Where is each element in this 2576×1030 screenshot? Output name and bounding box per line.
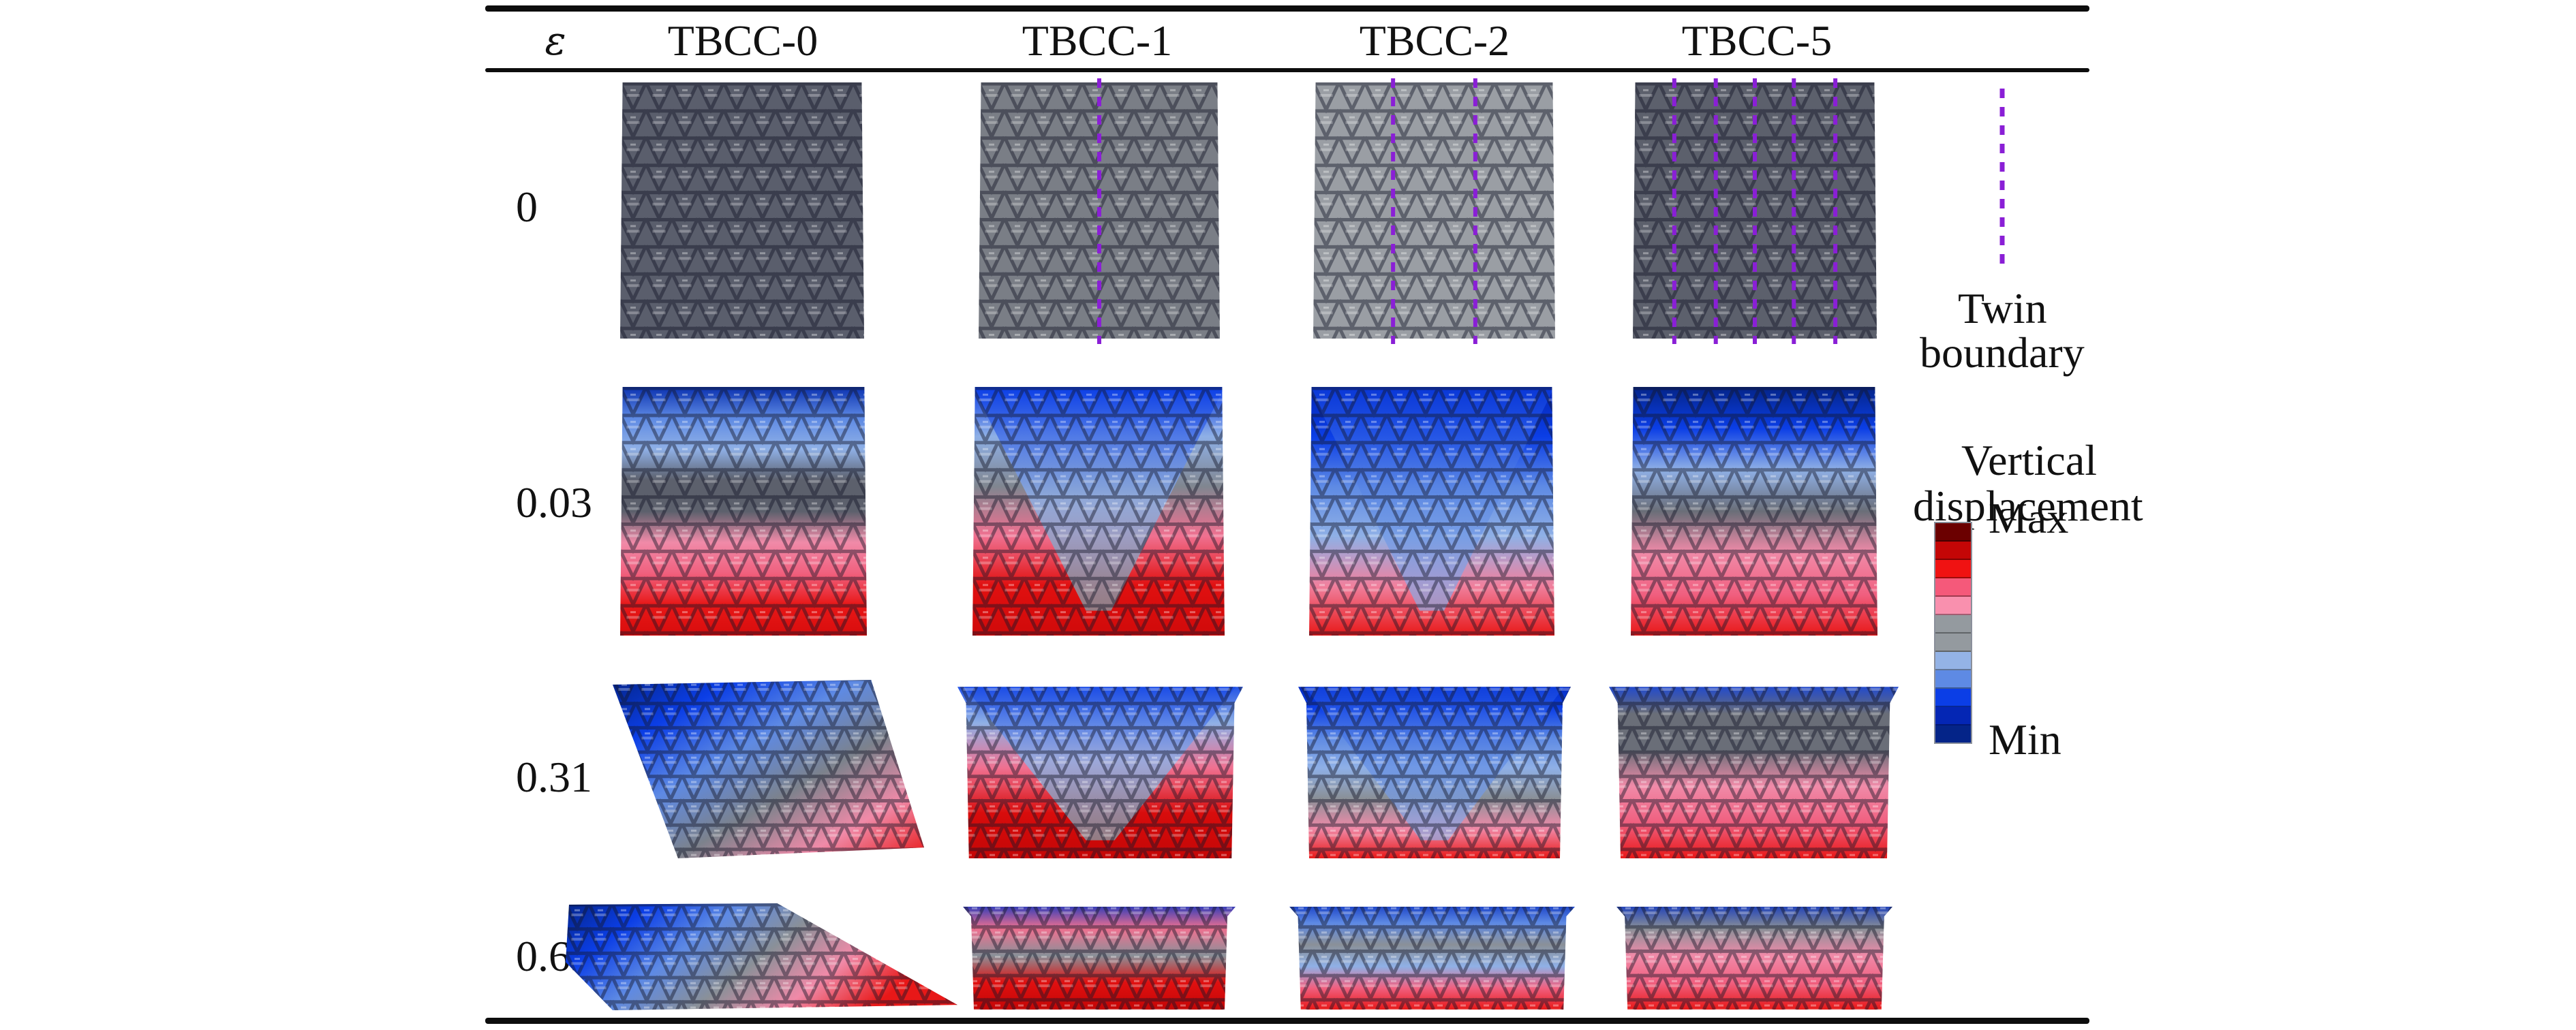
lattice-svg: [620, 387, 867, 636]
colorbar-band: [1935, 707, 1971, 725]
lattice-image: [613, 678, 924, 858]
colorbar-band: [1935, 615, 1971, 634]
table-header-rule: [485, 68, 2089, 72]
colorbar-band: [1935, 634, 1971, 652]
lattice-image: [1609, 678, 1899, 858]
table-bottom-rule: [485, 1018, 2089, 1024]
lattice-svg: [566, 903, 957, 1010]
lattice-svg: [1289, 906, 1575, 1010]
column-header-tbcc-1: TBCC-1: [1022, 16, 1173, 65]
lattice-image: [1633, 78, 1877, 344]
column-header-tbcc-5: TBCC-5: [1681, 16, 1833, 65]
lattice-image: [957, 678, 1243, 858]
colorbar-band: [1935, 652, 1971, 670]
twin-boundary-label-line1: Twin: [1958, 284, 2047, 332]
lattice-svg: [1631, 387, 1877, 636]
lattice-svg: [1313, 78, 1555, 344]
colorbar-title-line1: Vertical: [1961, 436, 2097, 484]
lattice-svg: [979, 78, 1220, 344]
colorbar-min-label: Min: [1989, 715, 2061, 764]
lattice-svg: [620, 82, 864, 339]
lattice-svg: [1609, 687, 1899, 858]
colorbar-band: [1935, 523, 1971, 542]
colorbar-band: [1935, 725, 1971, 743]
lattice-svg: [957, 687, 1243, 858]
lattice-image: [1313, 78, 1555, 344]
twin-boundary-legend-line: [1999, 89, 2005, 267]
table-top-rule: [485, 5, 2089, 12]
colorbar-band: [1935, 560, 1971, 578]
colorbar-band: [1935, 670, 1971, 689]
lattice-svg: [1309, 387, 1554, 636]
lattice-image: [1309, 387, 1554, 636]
lattice-image: [963, 901, 1236, 1010]
colorbar-title-line2: displacement: [1913, 482, 2143, 530]
lattice-svg: [972, 387, 1225, 636]
lattice-svg: [1633, 78, 1877, 344]
row-label-strain-0: 0: [516, 183, 538, 231]
strain-column-header: ε: [545, 18, 566, 64]
colorbar-band: [1935, 597, 1971, 615]
lattice-image: [1631, 387, 1877, 636]
lattice-svg: [963, 906, 1236, 1010]
lattice-image: [620, 82, 864, 339]
lattice-image: [979, 78, 1220, 344]
vertical-displacement-colorbar: [1934, 522, 1972, 744]
lattice-image: [1298, 678, 1571, 858]
lattice-image: [1289, 901, 1575, 1010]
column-header-tbcc-2: TBCC-2: [1359, 16, 1510, 65]
colorbar-band: [1935, 542, 1971, 560]
lattice-image: [566, 903, 957, 1010]
colorbar-band: [1935, 689, 1971, 707]
column-header-tbcc-0: TBCC-0: [667, 16, 818, 65]
colorbar-band: [1935, 578, 1971, 597]
lattice-svg: [1616, 906, 1892, 1010]
lattice-image: [1616, 901, 1892, 1010]
row-label-strain-0-03: 0.03: [516, 478, 592, 527]
lattice-svg: [1298, 687, 1571, 858]
twin-boundary-label-line2: boundary: [1920, 328, 2085, 377]
lattice-image: [620, 387, 867, 636]
lattice-image: [972, 387, 1225, 636]
colorbar-max-label: Max: [1989, 494, 2069, 542]
lattice-svg: [613, 680, 924, 858]
row-label-strain-0-31: 0.31: [516, 753, 592, 801]
